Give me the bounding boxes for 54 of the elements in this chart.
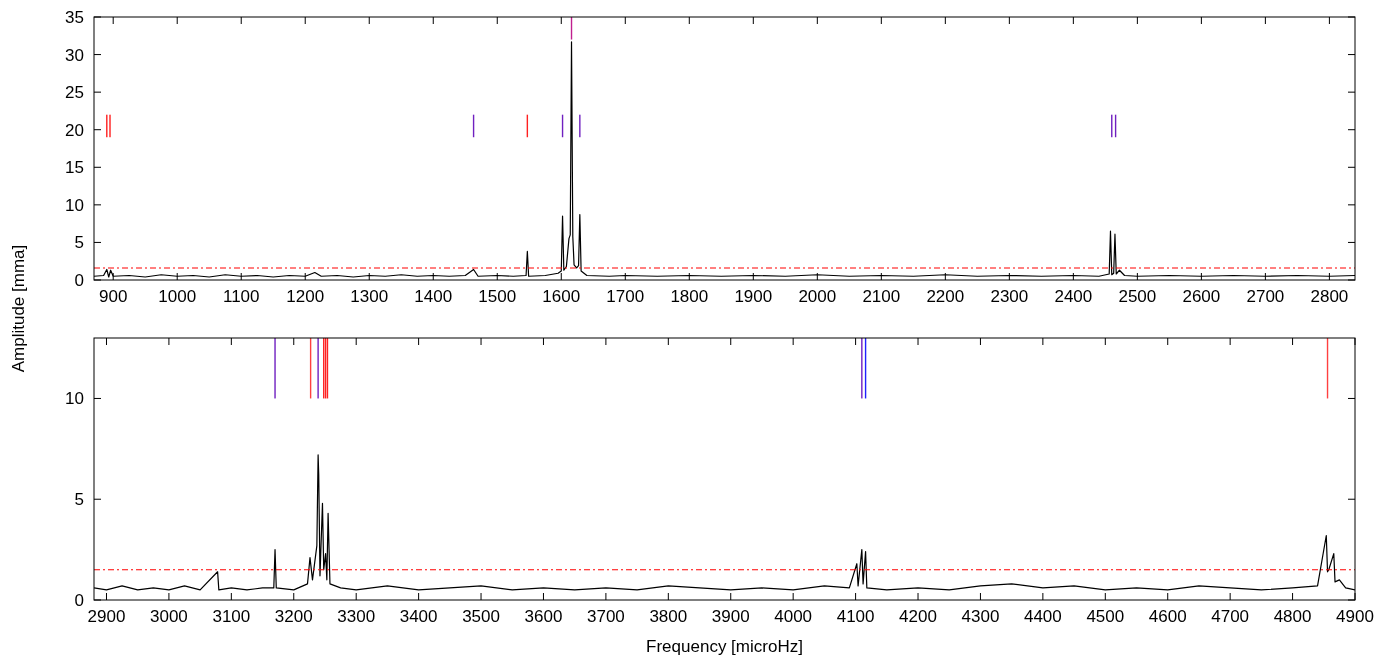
- y-tick-label: 20: [65, 120, 84, 140]
- x-tick-label: 3500: [462, 607, 500, 626]
- x-tick-label: 1000: [158, 287, 197, 306]
- y-tick-label: 5: [74, 233, 84, 253]
- x-tick-label: 1200: [286, 287, 325, 306]
- x-tick-label: 2700: [1246, 287, 1285, 306]
- y-tick-label: 0: [74, 270, 84, 290]
- y-tick-label: 25: [65, 83, 84, 103]
- x-tick-label: 2500: [1118, 287, 1157, 306]
- x-tick-label: 4000: [774, 607, 813, 626]
- x-tick-label: 900: [99, 287, 128, 306]
- x-tick-label: 2000: [798, 287, 837, 306]
- x-tick-label: 3000: [150, 607, 188, 626]
- x-tick-label: 2600: [1182, 287, 1221, 306]
- x-tick-label: 3600: [524, 607, 563, 626]
- x-tick-label: 3400: [399, 607, 438, 626]
- x-tick-label: 3900: [711, 607, 750, 626]
- x-tick-label: 3300: [337, 607, 376, 626]
- x-tick-label: 4800: [1273, 607, 1312, 626]
- y-tick-label: 0: [74, 590, 84, 610]
- x-tick-label: 1300: [350, 287, 389, 306]
- y-tick-label: 30: [65, 45, 84, 65]
- x-tick-label: 4700: [1211, 607, 1250, 626]
- x-tick-label: 4300: [961, 607, 1000, 626]
- x-tick-label: 4900: [1336, 607, 1374, 626]
- x-tick-label: 1400: [414, 287, 453, 306]
- x-tick-label: 3700: [586, 607, 625, 626]
- x-tick-label: 1100: [222, 287, 260, 306]
- x-tick-label: 2900: [87, 607, 126, 626]
- x-tick-label: 1800: [670, 287, 709, 306]
- x-tick-label: 2400: [1054, 287, 1093, 306]
- x-tick-label: 4100: [836, 607, 875, 626]
- x-axis-title: Frequency [microHz]: [646, 637, 803, 656]
- x-tick-label: 2200: [926, 287, 965, 306]
- x-tick-label: 3800: [649, 607, 688, 626]
- x-tick-label: 2300: [990, 287, 1029, 306]
- y-tick-label: 10: [65, 389, 84, 409]
- x-tick-label: 2100: [862, 287, 901, 306]
- y-axis-title: Amplitude [mma]: [9, 244, 28, 373]
- x-tick-label: 1700: [606, 287, 645, 306]
- x-tick-label: 2800: [1310, 287, 1349, 306]
- x-tick-label: 3100: [212, 607, 251, 626]
- x-tick-label: 1600: [542, 287, 581, 306]
- x-tick-label: 4500: [1086, 607, 1125, 626]
- x-tick-label: 1900: [734, 287, 773, 306]
- x-tick-label: 1500: [478, 287, 517, 306]
- y-tick-label: 35: [65, 7, 84, 27]
- y-tick-label: 15: [65, 158, 84, 178]
- x-tick-label: 4400: [1023, 607, 1062, 626]
- x-tick-label: 4600: [1148, 607, 1187, 626]
- y-tick-label: 5: [74, 490, 84, 510]
- y-tick-label: 10: [65, 195, 84, 215]
- x-tick-label: 3200: [274, 607, 313, 626]
- x-tick-label: 4200: [899, 607, 937, 626]
